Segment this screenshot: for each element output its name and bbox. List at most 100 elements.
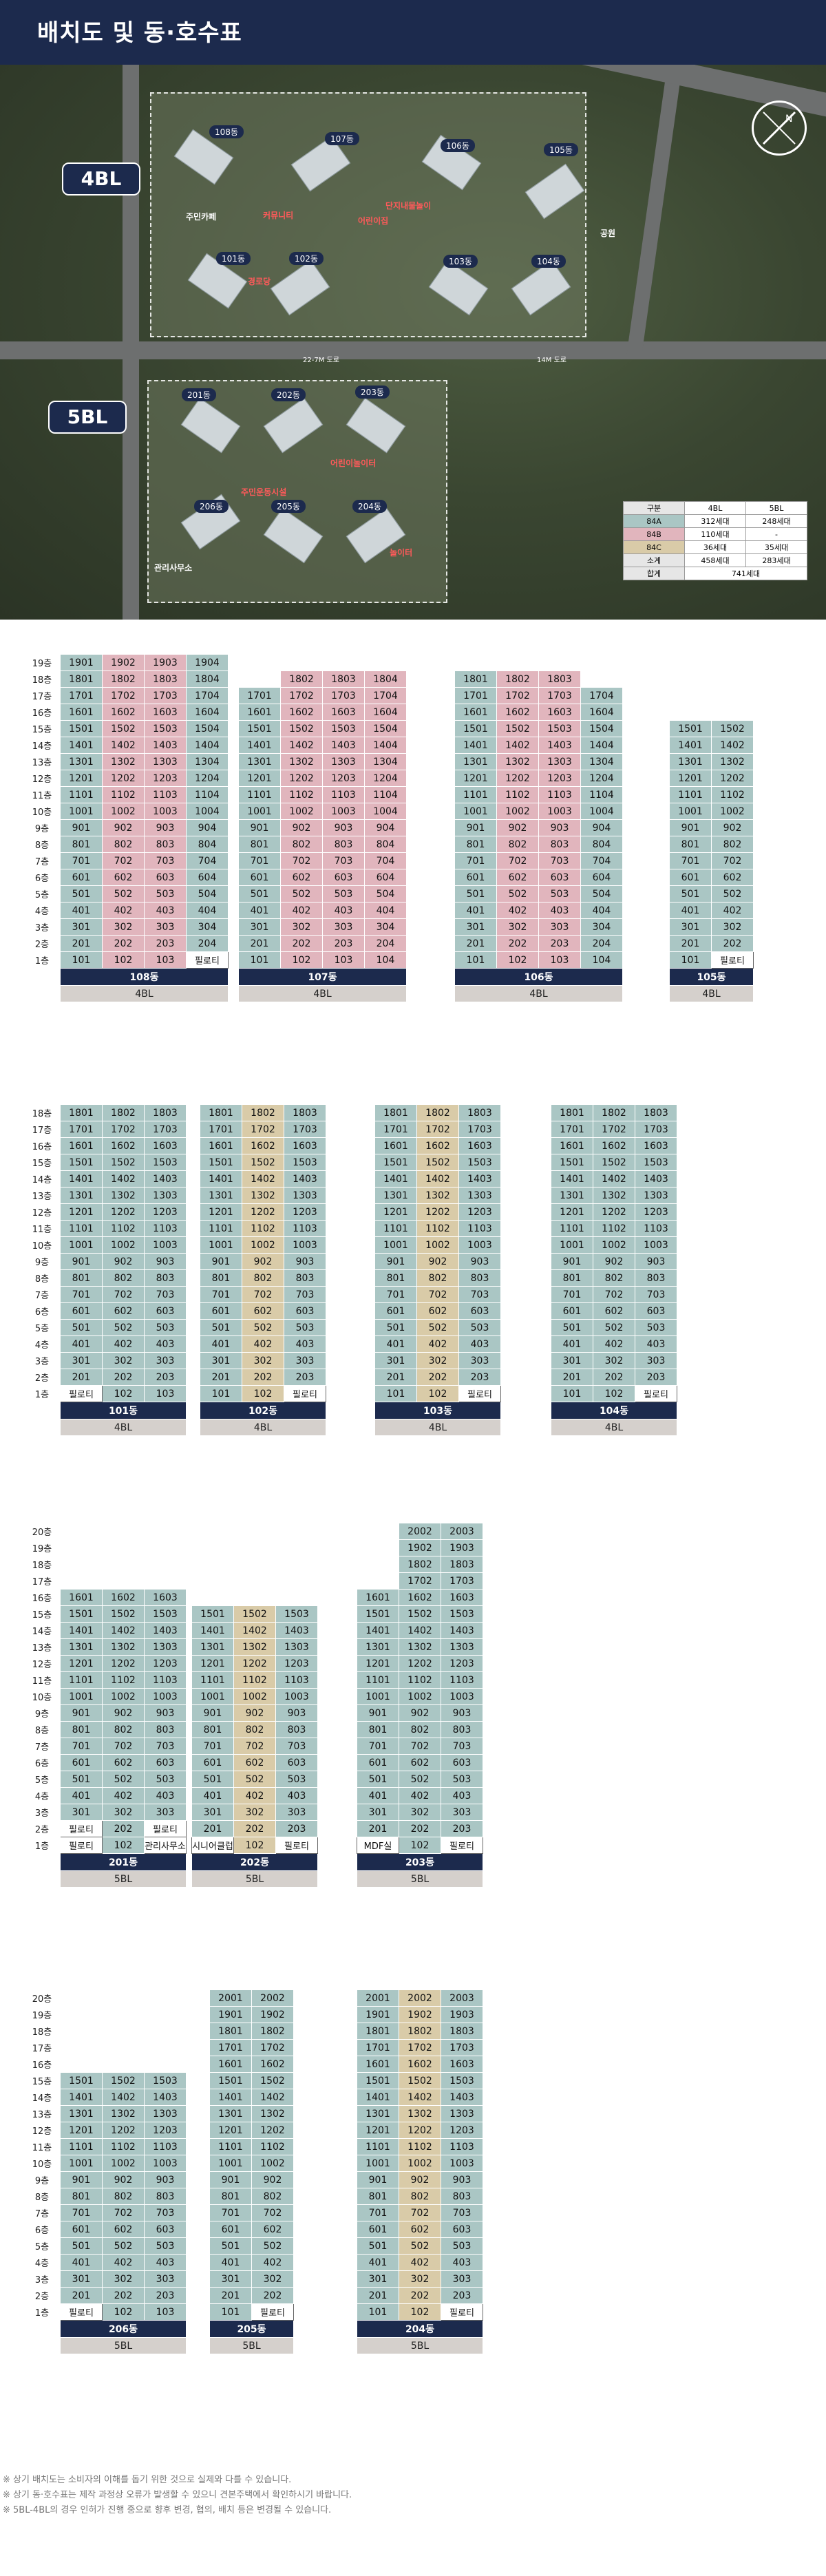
unit-cell: 603: [284, 1302, 326, 1320]
floor-row: 17층 1701 1702 1703 1704: [23, 687, 229, 704]
floor-row: 1601 1602 1603 1604: [238, 704, 407, 721]
unit-cell: 803: [144, 2188, 187, 2205]
floor-label: 16층: [23, 1137, 61, 1154]
floor-row: 13층 1301 1302 1303: [23, 2105, 187, 2122]
unit-cell: 803: [144, 1269, 187, 1287]
floor-row: 301 302: [209, 2270, 294, 2288]
unit-cell: 1201: [357, 2122, 399, 2139]
unit-grid-205동: 2001 2002 1901 1902 1801 1802 1701 1702 1601 1602…: [209, 1989, 294, 2354]
unit-cell: 603: [441, 1754, 483, 1771]
unit-cell: 401: [357, 2254, 399, 2271]
block-row: 4BL: [374, 1419, 501, 1436]
floor-row: 1902 1903: [357, 1539, 483, 1556]
floor-row: 701 702 703: [357, 1738, 483, 1755]
block-row: 5BL: [191, 1870, 318, 1888]
floor-row: 17층: [23, 1572, 187, 1590]
unit-cell: 201: [60, 935, 103, 952]
north-compass-icon: N: [752, 101, 807, 156]
spacer: [23, 2320, 61, 2338]
floor-label: 3층: [23, 1804, 61, 1821]
unit-cell: 303: [284, 1352, 326, 1369]
floor-label: 11층: [23, 1220, 61, 1237]
unit-cell: 1402: [102, 2089, 145, 2106]
unit-cell: [276, 1573, 318, 1590]
unit-cell: 1101: [454, 786, 497, 803]
unit-cell: 403: [284, 1335, 326, 1353]
unit-cell: 403: [458, 1335, 501, 1353]
building-label: 104동: [531, 255, 566, 268]
unit-cell: 1601: [60, 1589, 103, 1606]
floor-row: 12층 1201 1202 1203: [23, 1655, 187, 1672]
floor-row: 1101 1102 1103: [357, 1671, 483, 1689]
unit-cell: 1402: [496, 737, 539, 754]
unit-cell: 1801: [200, 1104, 242, 1121]
building-name: 102동: [200, 1402, 326, 1419]
unit-cell: [670, 655, 712, 671]
unit-cell: 502: [399, 1771, 441, 1788]
unit-cell: 501: [60, 1319, 103, 1336]
unit-cell: 1501: [238, 720, 281, 737]
unit-cell: [357, 1523, 399, 1540]
unit-cell: 1302: [280, 753, 323, 770]
unit-cell: 1503: [144, 1605, 187, 1623]
floor-row: 7층 701 702 703: [23, 1286, 187, 1303]
unit-cell: 1502: [102, 1605, 145, 1623]
floor-row: 1201 1202: [209, 2122, 294, 2139]
unit-cell: 303: [275, 1804, 318, 1821]
unit-cell: 801: [60, 1721, 103, 1738]
floor-label: 6층: [23, 869, 61, 886]
floor-row: 9층 901 902 903: [23, 1253, 187, 1270]
unit-cell: 1202: [242, 1203, 284, 1221]
floor-row: 12층 1201 1202 1203 1204: [23, 770, 229, 787]
unit-cell: 1402: [251, 2089, 294, 2106]
unit-cell: 804: [364, 836, 407, 853]
unit-cell: 802: [242, 1269, 284, 1287]
legend-cell: 110세대: [684, 527, 746, 541]
unit-cell: 1004: [186, 803, 229, 820]
unit-cell: 302: [711, 918, 754, 936]
unit-cell: 101: [238, 951, 281, 969]
floor-label: 9층: [23, 819, 61, 836]
unit-cell: 1701: [209, 2039, 252, 2056]
floor-row: 501 502 503 504: [454, 885, 623, 902]
floor-row: 18층 1801 1802 1803 1804: [23, 671, 229, 688]
unit-cell: 1903: [144, 654, 187, 671]
legend-cell: 합계: [623, 567, 685, 580]
unit-cell: 502: [711, 885, 754, 902]
unit-cell: 1401: [60, 737, 103, 754]
unit-cell: 1001: [669, 803, 712, 820]
unit-cell: 1401: [191, 1622, 234, 1639]
unit-cell: 501: [60, 1771, 103, 1788]
unit-cell: 702: [416, 1286, 459, 1303]
unit-cell: 203: [458, 1369, 501, 1386]
unit-cell: 903: [538, 819, 581, 836]
page-header: 배치도 및 동·호수표: [0, 0, 826, 65]
unit-cell: [145, 1990, 187, 2007]
unit-cell: 1501: [357, 1605, 399, 1623]
unit-cell: 2003: [441, 1523, 483, 1540]
floor-row: 2층 201 202 203: [23, 2287, 187, 2304]
unit-cell: [239, 655, 281, 671]
unit-cell: 2002: [399, 1523, 441, 1540]
unit-cell: 1004: [364, 803, 407, 820]
unit-cell: 필로티: [284, 1385, 326, 1402]
legend-row: 84C 36세대 35세대: [623, 540, 807, 554]
unit-cell: 801: [209, 2188, 252, 2205]
unit-cell: 1101: [60, 786, 103, 803]
unit-cell: 1801: [60, 1104, 103, 1121]
floor-row: 1001 1002 1003: [200, 1236, 326, 1254]
unit-cell: [281, 655, 323, 671]
floor-row: 1801 1802 1803: [357, 2023, 483, 2040]
floor-row: 501 502 503: [191, 1771, 318, 1788]
unit-cell: 503: [538, 885, 581, 902]
unit-cell: 1602: [416, 1137, 459, 1154]
floor-row: 4층 401 402 403: [23, 2254, 187, 2271]
unit-cell: 1001: [357, 2155, 399, 2172]
building-name: 205동: [209, 2320, 294, 2338]
unit-cell: 1403: [275, 1622, 318, 1639]
floor-row: 801 802: [209, 2188, 294, 2205]
unit-cell: 1501: [357, 2072, 399, 2089]
floor-label: 10층: [23, 1236, 61, 1254]
floor-row: 301 302 303: [200, 1352, 326, 1369]
unit-cell: 1103: [144, 2138, 187, 2155]
